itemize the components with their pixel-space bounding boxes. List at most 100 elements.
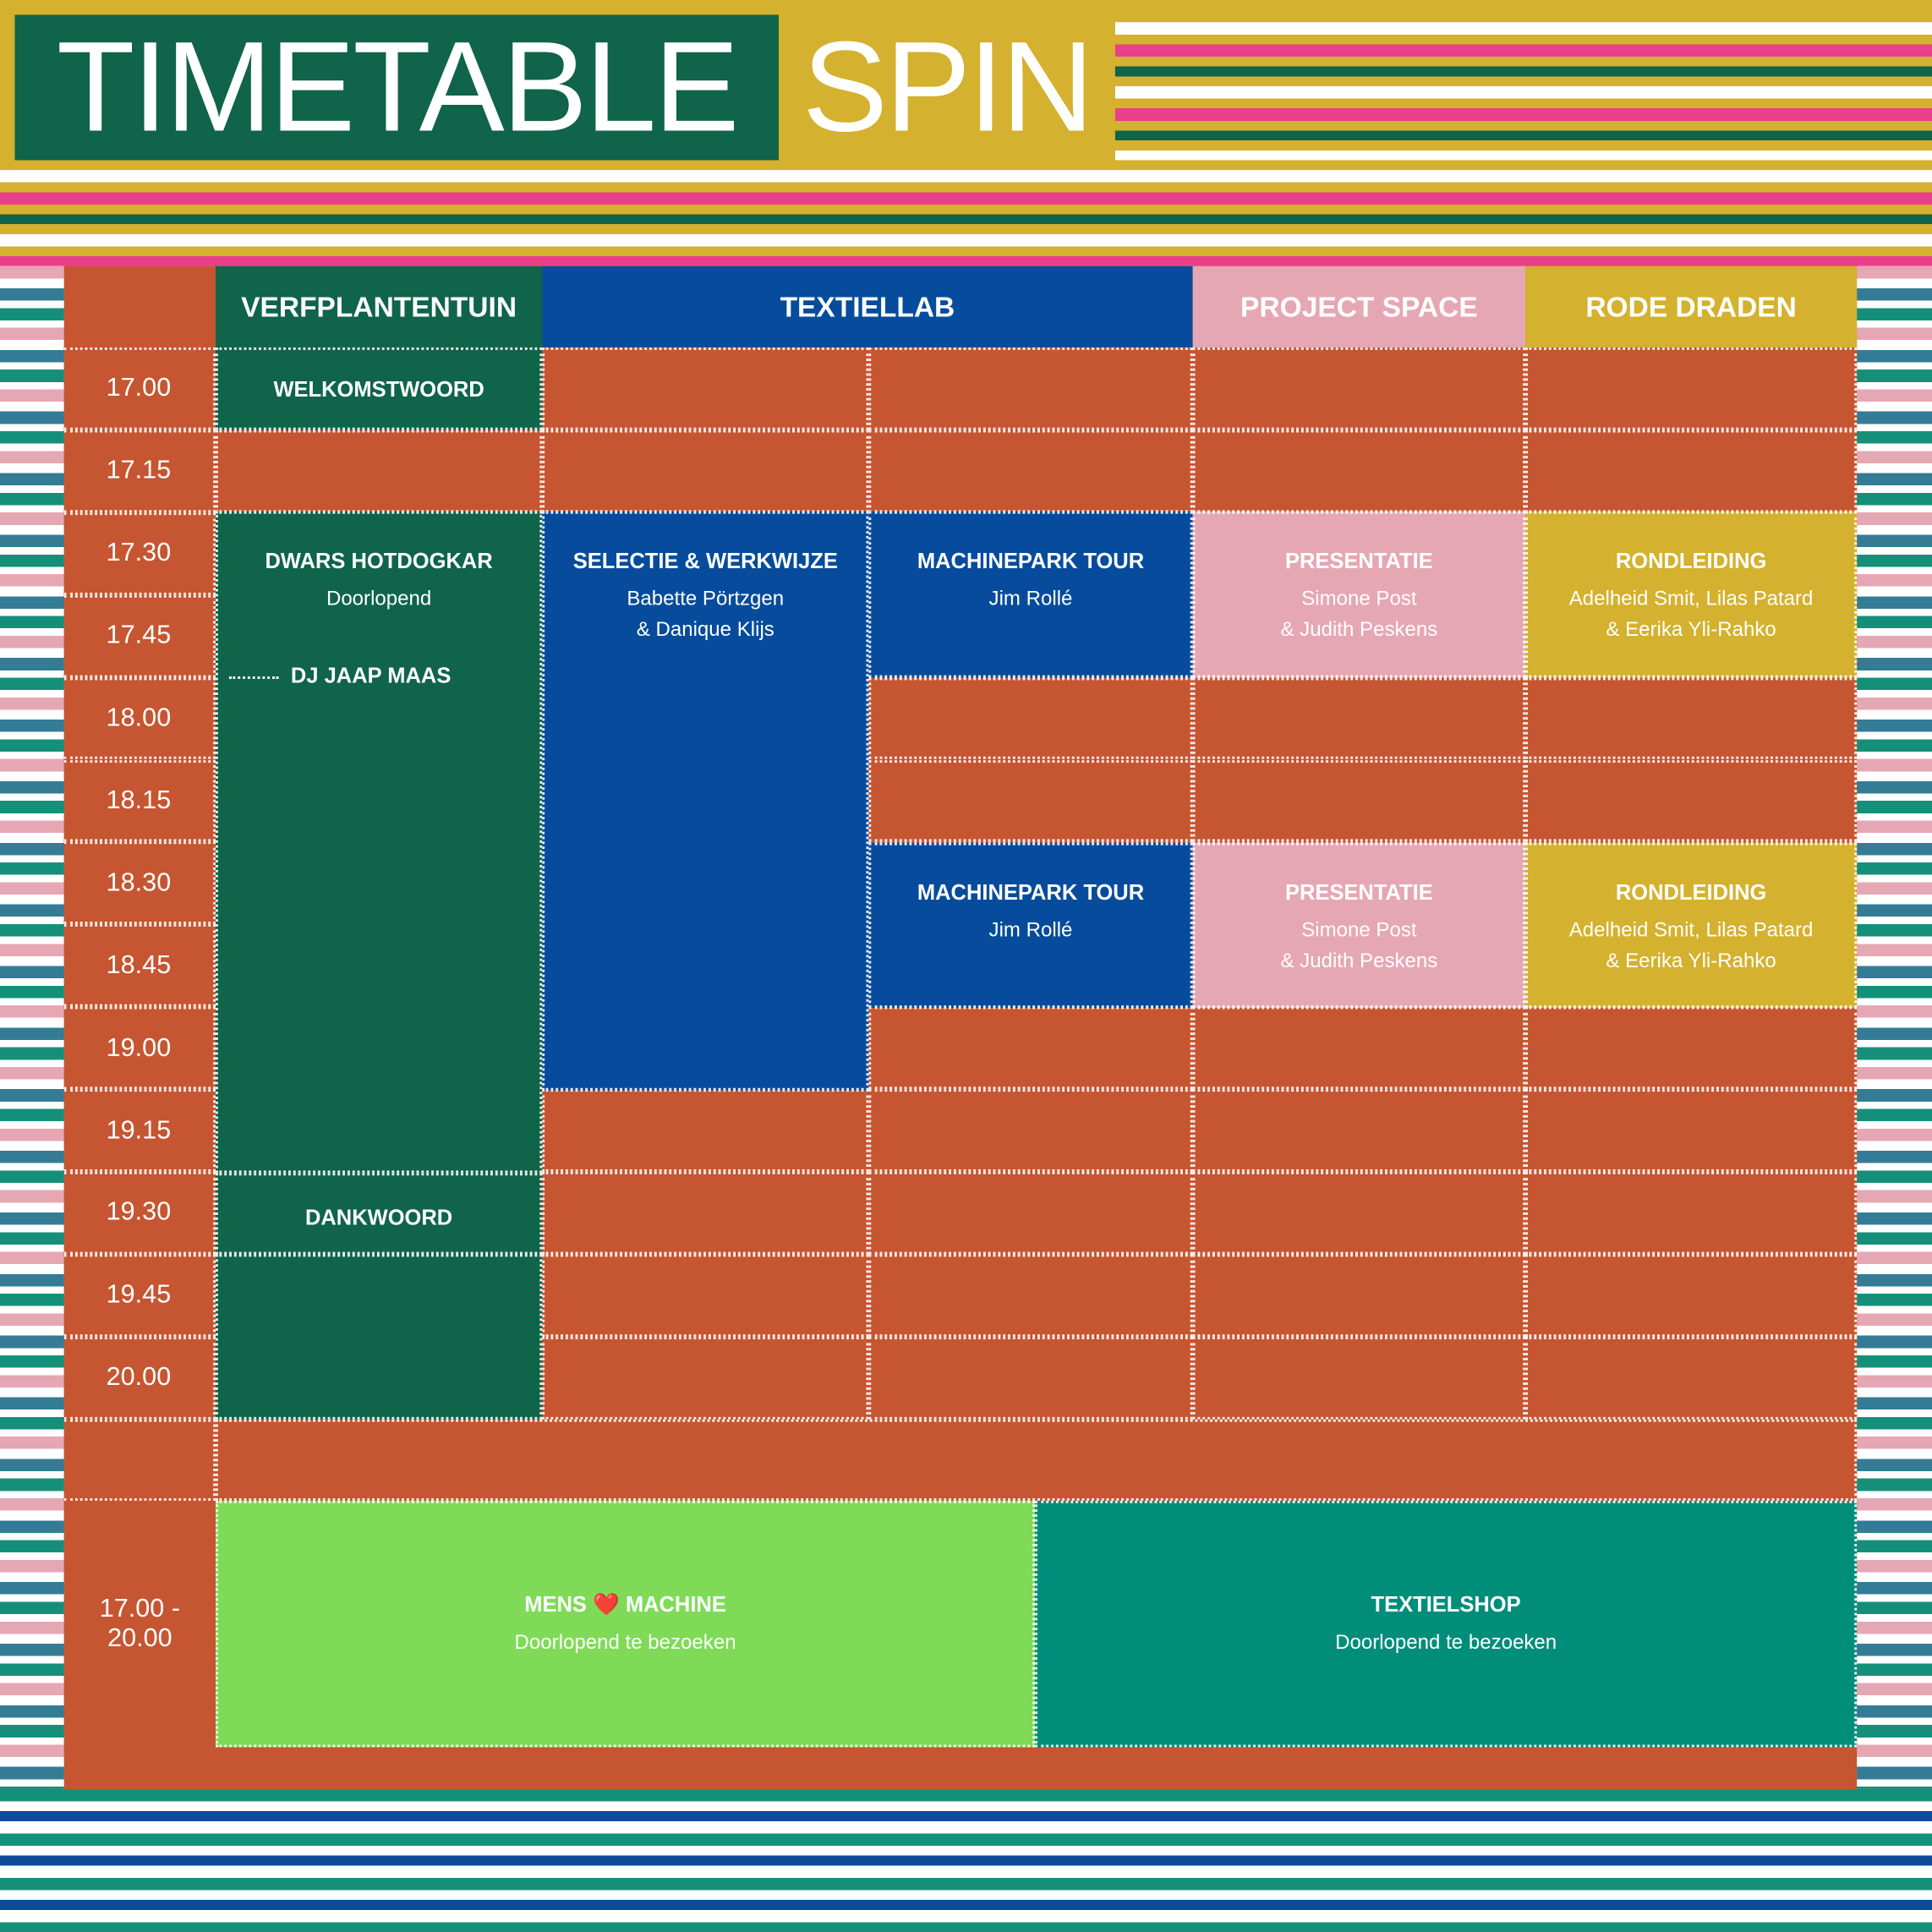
event-title: PRESENTATIE xyxy=(1284,548,1433,573)
time-label: 17.45 xyxy=(63,594,216,677)
event: MACHINEPARK TOUR Jim Rollé xyxy=(868,842,1193,1009)
slot xyxy=(1192,1089,1526,1172)
event-title: PRESENTATIE xyxy=(1284,879,1433,905)
column-header: VERFPLANTENTUIN xyxy=(216,265,543,348)
event-detail: Doorlopend te bezoeken xyxy=(514,1631,736,1654)
slot xyxy=(1192,430,1526,512)
slot xyxy=(1525,759,1858,842)
event-title: DANKWOORD xyxy=(304,1205,453,1230)
event-detail: & Eerika Yli-Rahko xyxy=(1606,618,1776,641)
event-title: WELKOMSTWOORD xyxy=(273,376,484,402)
slot xyxy=(868,430,1193,512)
title: TIMETABLE xyxy=(14,14,779,161)
event-title: DJ JAAP MAAS xyxy=(290,663,452,688)
slot xyxy=(1192,1006,1526,1090)
event-title: RONDLEIDING xyxy=(1615,548,1767,573)
time-label: 18.15 xyxy=(63,759,216,842)
slot xyxy=(1192,1254,1526,1337)
slot xyxy=(868,1254,1193,1337)
slot xyxy=(1192,676,1526,760)
event-detail: Adelheid Smit, Lilas Patard xyxy=(1568,919,1814,942)
slot xyxy=(1525,1171,1858,1255)
event-title: DWARS HOTDOGKAR xyxy=(265,548,493,573)
event: PRESENTATIE Simone Post & Judith Peskens xyxy=(1192,511,1526,678)
connector xyxy=(229,676,279,679)
event: RONDLEIDING Adelheid Smit, Lilas Patard … xyxy=(1525,842,1858,1009)
event-title: TEXTIELSHOP xyxy=(1371,1591,1521,1617)
subtitle: SPIN xyxy=(778,14,1115,161)
decor-stripes xyxy=(1857,265,1932,1789)
slot xyxy=(868,1336,1193,1420)
time-label: 19.15 xyxy=(63,1089,216,1172)
event: MENS ❤️ MACHINE Doorlopend te bezoeken xyxy=(216,1500,1036,1748)
event: MACHINEPARK TOUR Jim Rollé xyxy=(868,511,1193,678)
slot xyxy=(1192,347,1526,430)
event-title: SELECTIE & WERKWIJZE xyxy=(572,548,838,573)
slot xyxy=(1525,1006,1858,1090)
event-detail: & Judith Peskens xyxy=(1280,618,1438,641)
time-label: 18.00 xyxy=(63,676,216,760)
slot xyxy=(1525,1254,1858,1337)
column-header: PROJECT SPACE xyxy=(1192,265,1526,348)
slot xyxy=(1525,676,1858,760)
slot xyxy=(542,1171,869,1255)
time-label: 19.00 xyxy=(63,1006,216,1090)
event-detail: Adelheid Smit, Lilas Patard xyxy=(1568,588,1814,610)
event: PRESENTATIE Simone Post & Judith Peskens xyxy=(1192,842,1526,1009)
column-header: RODE DRADEN xyxy=(1525,265,1858,348)
slot xyxy=(542,430,869,512)
slot xyxy=(542,1336,869,1420)
event-title: MACHINEPARK TOUR xyxy=(917,548,1145,573)
slot xyxy=(868,1006,1193,1090)
slot xyxy=(542,1254,869,1337)
slot xyxy=(1192,1171,1526,1255)
event-detail: Jim Rollé xyxy=(988,588,1073,610)
column-header: TEXTIELLAB xyxy=(542,265,1193,348)
slot xyxy=(868,1089,1193,1172)
slot xyxy=(868,1171,1193,1255)
time-label: 17.30 xyxy=(63,512,216,595)
event: DWARS HOTDOGKAR Doorlopend xyxy=(216,511,543,1174)
event: TEXTIELSHOP Doorlopend te bezoeken xyxy=(1035,1500,1858,1748)
slot xyxy=(216,1419,1858,1501)
event-title: RONDLEIDING xyxy=(1615,879,1767,905)
slot xyxy=(216,430,543,512)
slot xyxy=(868,347,1193,430)
time-label: 17.00 - 20.00 xyxy=(63,1500,216,1748)
slot xyxy=(1192,1336,1526,1420)
time-label: 17.15 xyxy=(63,430,216,512)
decor-stripes xyxy=(0,265,64,1789)
slot xyxy=(1525,1089,1858,1172)
time-label: 18.30 xyxy=(63,841,216,925)
event-detail: Doorlopend xyxy=(326,588,432,610)
slot xyxy=(1525,430,1858,512)
decor-stripes xyxy=(0,170,1932,266)
decor-stripes xyxy=(1114,22,1932,161)
slot xyxy=(542,347,869,430)
time-label: 20.00 xyxy=(63,1336,216,1420)
event: DANKWOORD xyxy=(216,1173,543,1255)
event: SELECTIE & WERKWIJZE Babette Pörtzgen & … xyxy=(542,511,869,1091)
time-label: 19.30 xyxy=(63,1171,216,1255)
slot xyxy=(542,1089,869,1172)
slot xyxy=(868,759,1193,842)
event-detail: Simone Post xyxy=(1301,919,1417,942)
event-detail: Doorlopend te bezoeken xyxy=(1335,1631,1557,1654)
slot xyxy=(1525,347,1858,430)
time-label: 19.45 xyxy=(63,1254,216,1337)
event: RONDLEIDING Adelheid Smit, Lilas Patard … xyxy=(1525,511,1858,678)
event-detail: & Danique Klijs xyxy=(636,618,774,641)
event-detail: & Judith Peskens xyxy=(1280,950,1438,972)
event-continued xyxy=(216,1254,543,1420)
event-detail: & Eerika Yli-Rahko xyxy=(1606,950,1776,972)
event-detail: Babette Pörtzgen xyxy=(627,588,785,610)
event-detail: Jim Rollé xyxy=(988,919,1073,942)
decor-stripes xyxy=(0,1788,1932,1932)
event-title: MACHINEPARK TOUR xyxy=(917,879,1145,905)
slot xyxy=(63,1419,216,1501)
event-detail: Simone Post xyxy=(1301,588,1417,610)
time-label: 17.00 xyxy=(63,347,216,430)
